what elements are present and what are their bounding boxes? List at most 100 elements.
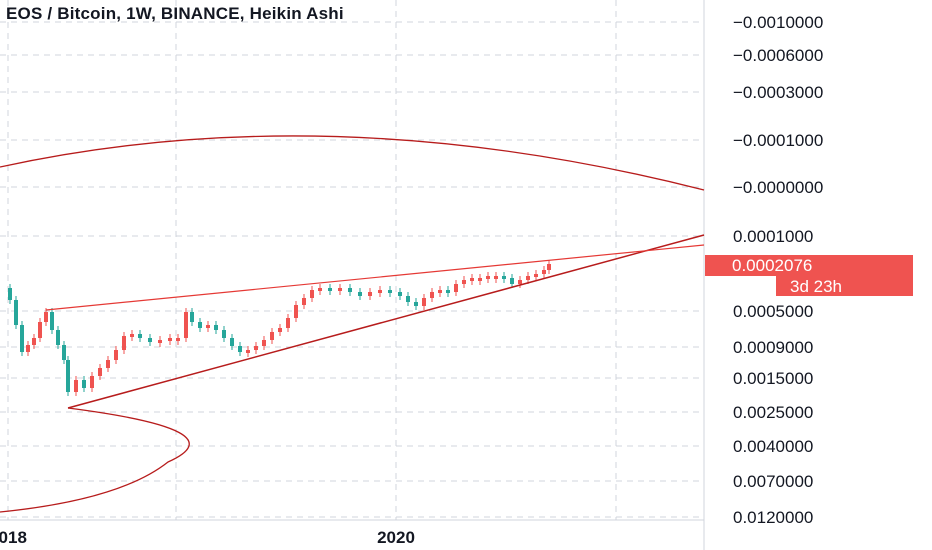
candle-body bbox=[526, 276, 530, 280]
candle-body bbox=[446, 290, 450, 293]
candle-body bbox=[470, 278, 474, 281]
heikin-ashi-candles bbox=[8, 260, 551, 396]
y-tick-label: −0.0000000 bbox=[733, 178, 823, 197]
trendline-lower bbox=[67, 234, 705, 409]
candle-body bbox=[230, 338, 234, 346]
countdown-label: 3d 23h bbox=[790, 277, 842, 296]
y-tick-label: −0.0006000 bbox=[733, 46, 823, 65]
candle-body bbox=[38, 322, 42, 338]
chart-title: EOS / Bitcoin, 1W, BINANCE, Heikin Ashi bbox=[6, 4, 344, 23]
candle-body bbox=[44, 312, 48, 322]
candle-body bbox=[414, 302, 418, 306]
candle-body bbox=[262, 340, 266, 346]
y-tick-label: 0.0040000 bbox=[733, 437, 813, 456]
price-axis[interactable]: −0.0010000 −0.0006000 −0.0003000 −0.0001000… bbox=[733, 13, 823, 527]
last-price-label: 0.0002076 bbox=[732, 256, 812, 275]
candle-body bbox=[130, 334, 134, 337]
candle-body bbox=[98, 368, 102, 376]
y-tick-label: 0.0001000 bbox=[733, 227, 813, 246]
candle-body bbox=[294, 305, 298, 318]
candle-body bbox=[430, 292, 434, 298]
candle-body bbox=[66, 360, 70, 392]
candle-body bbox=[494, 276, 498, 279]
candle-body bbox=[438, 290, 442, 293]
candle-body bbox=[214, 325, 218, 330]
grid-lines bbox=[0, 0, 704, 520]
candle-body bbox=[310, 290, 314, 298]
candle-body bbox=[122, 336, 126, 350]
candle-body bbox=[278, 328, 282, 332]
price-badges: 0.0002076 3d 23h bbox=[705, 255, 913, 296]
candle-body bbox=[20, 325, 24, 352]
x-tick-label: 2018 bbox=[0, 528, 27, 547]
candle-body bbox=[328, 288, 332, 291]
y-tick-label: 0.0120000 bbox=[733, 508, 813, 527]
candle-body bbox=[90, 376, 94, 388]
y-tick-label: 0.0005000 bbox=[733, 302, 813, 321]
candle-body bbox=[56, 330, 60, 345]
candle-body bbox=[454, 284, 458, 292]
candle-body bbox=[270, 332, 274, 340]
candle-body bbox=[198, 322, 202, 328]
x-tick-label: 2020 bbox=[377, 528, 415, 547]
candle-body bbox=[338, 288, 342, 291]
candle-body bbox=[510, 278, 514, 284]
candle-body bbox=[138, 334, 142, 338]
y-tick-label: 0.0070000 bbox=[733, 472, 813, 491]
candle-body bbox=[388, 290, 392, 293]
candle-body bbox=[518, 280, 522, 284]
candle-body bbox=[238, 346, 242, 352]
candle-body bbox=[534, 274, 538, 277]
candle-body bbox=[462, 280, 466, 284]
candle-body bbox=[348, 288, 352, 292]
candle-body bbox=[246, 350, 250, 353]
y-tick-label: −0.0010000 bbox=[733, 13, 823, 32]
candle-body bbox=[74, 380, 78, 392]
candle-body bbox=[158, 340, 162, 343]
candle-body bbox=[26, 345, 30, 352]
arc-drawing-top bbox=[0, 135, 705, 191]
candle-body bbox=[502, 276, 506, 279]
candle-body bbox=[32, 338, 36, 345]
candle-body bbox=[14, 300, 18, 325]
candle-body bbox=[406, 296, 410, 302]
countdown-badge bbox=[776, 276, 913, 296]
candle-body bbox=[50, 312, 54, 330]
candle-body bbox=[62, 345, 66, 360]
candle-body bbox=[358, 292, 362, 296]
candle-body bbox=[8, 288, 12, 300]
y-tick-label: 0.0015000 bbox=[733, 369, 813, 388]
candle-body bbox=[547, 264, 551, 270]
candle-body bbox=[184, 312, 188, 338]
y-tick-label: 0.0025000 bbox=[733, 403, 813, 422]
candle-body bbox=[206, 325, 210, 328]
last-price-badge bbox=[705, 255, 913, 276]
candle-body bbox=[114, 350, 118, 360]
candle-body bbox=[422, 298, 426, 306]
y-tick-label: 0.0009000 bbox=[733, 338, 813, 357]
arc-drawing-bottom bbox=[0, 407, 190, 513]
candle-body bbox=[378, 290, 382, 293]
candle-body bbox=[176, 338, 180, 341]
candle-body bbox=[318, 288, 322, 291]
candle-body bbox=[542, 270, 546, 274]
candle-body bbox=[486, 276, 490, 279]
trendline-upper bbox=[45, 244, 705, 311]
candle-body bbox=[222, 330, 226, 338]
candle-body bbox=[82, 380, 86, 388]
candle-body bbox=[368, 292, 372, 296]
candle-body bbox=[398, 292, 402, 296]
candle-body bbox=[302, 298, 306, 305]
candle-body bbox=[478, 278, 482, 281]
time-axis[interactable]: 2018 2020 bbox=[0, 528, 415, 547]
y-tick-label: −0.0003000 bbox=[733, 83, 823, 102]
candle-body bbox=[286, 318, 290, 328]
candle-body bbox=[168, 338, 172, 341]
candle-body bbox=[190, 312, 194, 322]
candle-body bbox=[254, 346, 258, 350]
candle-body bbox=[148, 338, 152, 342]
candle-body bbox=[106, 360, 110, 368]
y-tick-label: −0.0001000 bbox=[733, 131, 823, 150]
drawings bbox=[0, 135, 705, 513]
